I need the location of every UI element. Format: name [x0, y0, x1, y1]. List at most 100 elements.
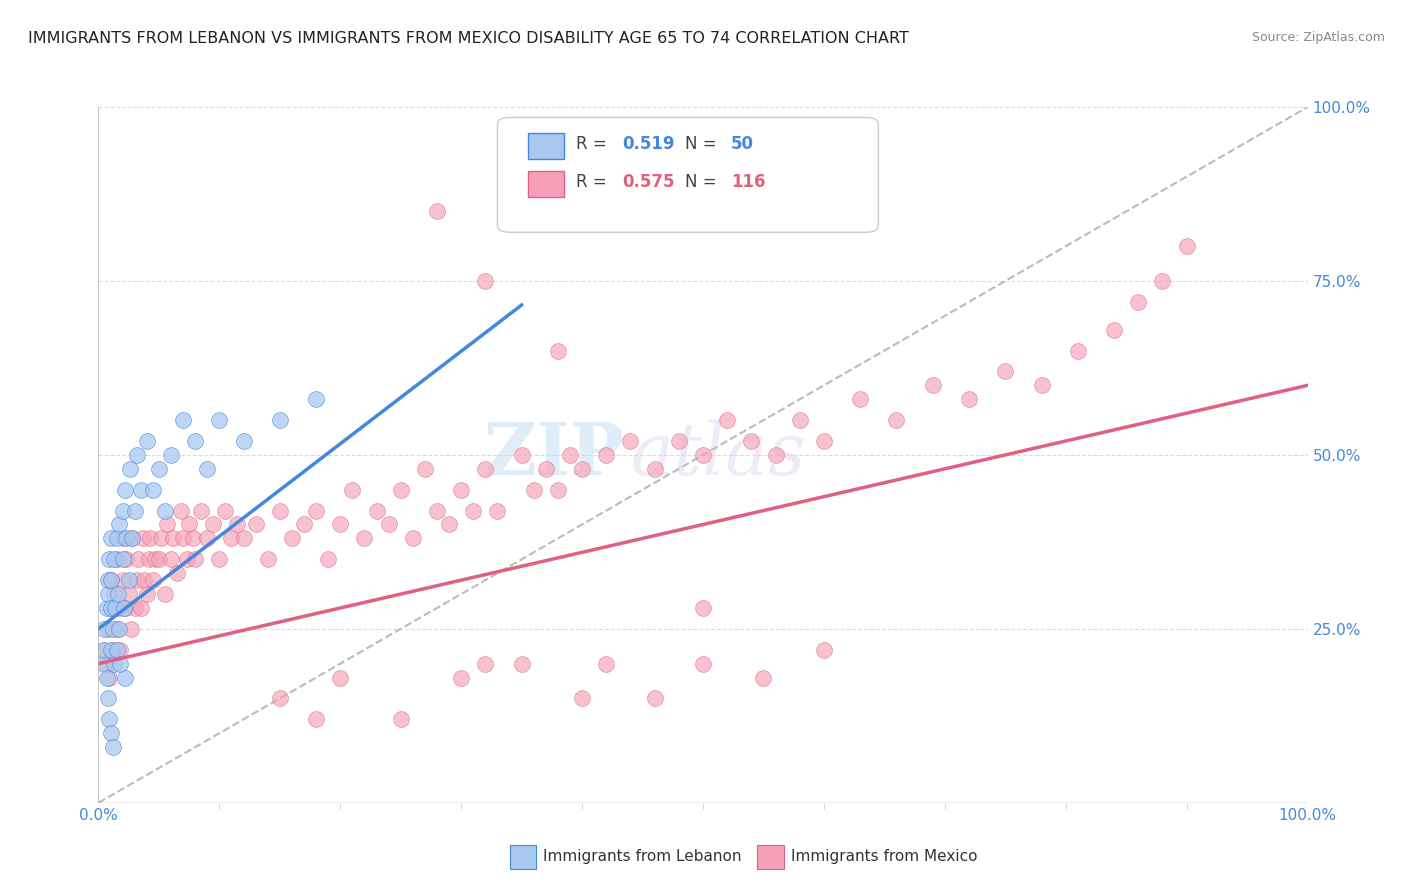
Point	[156, 517, 179, 532]
Point	[957, 392, 980, 407]
Point	[118, 587, 141, 601]
Point	[740, 434, 762, 448]
Point	[148, 552, 170, 566]
Point	[104, 601, 127, 615]
Point	[97, 573, 120, 587]
Point	[169, 503, 191, 517]
Point	[153, 587, 176, 601]
Point	[160, 552, 183, 566]
Point	[93, 657, 115, 671]
Point	[135, 434, 157, 448]
FancyBboxPatch shape	[509, 845, 536, 869]
Point	[108, 517, 131, 532]
Point	[115, 532, 138, 546]
Point	[389, 712, 412, 726]
Point	[994, 364, 1017, 378]
Point	[619, 434, 641, 448]
Point	[789, 413, 811, 427]
Point	[93, 642, 115, 657]
Text: 0.519: 0.519	[621, 135, 675, 153]
Point	[160, 448, 183, 462]
Text: 0.575: 0.575	[621, 173, 675, 191]
Point	[127, 573, 149, 587]
Point	[150, 532, 173, 546]
Point	[114, 671, 136, 685]
Point	[96, 601, 118, 615]
Point	[426, 204, 449, 219]
Point	[474, 274, 496, 288]
Point	[1067, 343, 1090, 358]
Point	[105, 552, 128, 566]
Point	[305, 392, 328, 407]
Point	[98, 671, 121, 685]
Point	[486, 503, 509, 517]
Point	[195, 532, 218, 546]
Point	[121, 532, 143, 546]
Point	[108, 601, 131, 615]
Point	[474, 462, 496, 476]
Point	[389, 483, 412, 497]
Point	[510, 448, 533, 462]
Point	[184, 434, 207, 448]
Text: R =: R =	[576, 135, 612, 153]
Point	[103, 587, 125, 601]
Point	[523, 483, 546, 497]
Point	[571, 462, 593, 476]
Point	[571, 691, 593, 706]
Point	[558, 448, 581, 462]
Point	[245, 517, 267, 532]
Point	[129, 483, 152, 497]
Point	[1102, 323, 1125, 337]
Point	[190, 503, 212, 517]
Point	[1175, 239, 1198, 253]
Point	[118, 462, 141, 476]
Point	[111, 552, 134, 566]
Point	[181, 532, 204, 546]
Point	[162, 532, 184, 546]
Point	[813, 642, 835, 657]
Point	[124, 601, 146, 615]
Point	[114, 601, 136, 615]
Point	[129, 601, 152, 615]
Point	[534, 462, 557, 476]
Point	[120, 622, 142, 636]
Point	[510, 657, 533, 671]
Text: N =: N =	[685, 173, 721, 191]
Point	[143, 552, 166, 566]
Point	[112, 601, 135, 615]
Point	[644, 462, 666, 476]
Point	[172, 413, 194, 427]
Point	[179, 517, 201, 532]
Point	[692, 601, 714, 615]
Point	[595, 657, 617, 671]
Point	[138, 552, 160, 566]
Point	[668, 434, 690, 448]
Point	[595, 448, 617, 462]
Point	[232, 532, 254, 546]
Point	[184, 552, 207, 566]
Point	[108, 622, 131, 636]
Point	[202, 517, 225, 532]
Point	[111, 532, 134, 546]
Point	[148, 462, 170, 476]
FancyBboxPatch shape	[527, 171, 564, 197]
Point	[153, 503, 176, 517]
Point	[269, 503, 291, 517]
Point	[100, 573, 122, 587]
Point	[256, 552, 278, 566]
Point	[292, 517, 315, 532]
Point	[96, 671, 118, 685]
Point	[108, 642, 131, 657]
Point	[101, 622, 124, 636]
Point	[305, 503, 328, 517]
Point	[329, 517, 352, 532]
Point	[221, 532, 243, 546]
Point	[118, 573, 141, 587]
Point	[132, 532, 155, 546]
Point	[765, 448, 787, 462]
Point	[100, 642, 122, 657]
Point	[269, 691, 291, 706]
Point	[342, 483, 364, 497]
Text: Immigrants from Mexico: Immigrants from Mexico	[792, 849, 977, 863]
Point	[752, 671, 775, 685]
